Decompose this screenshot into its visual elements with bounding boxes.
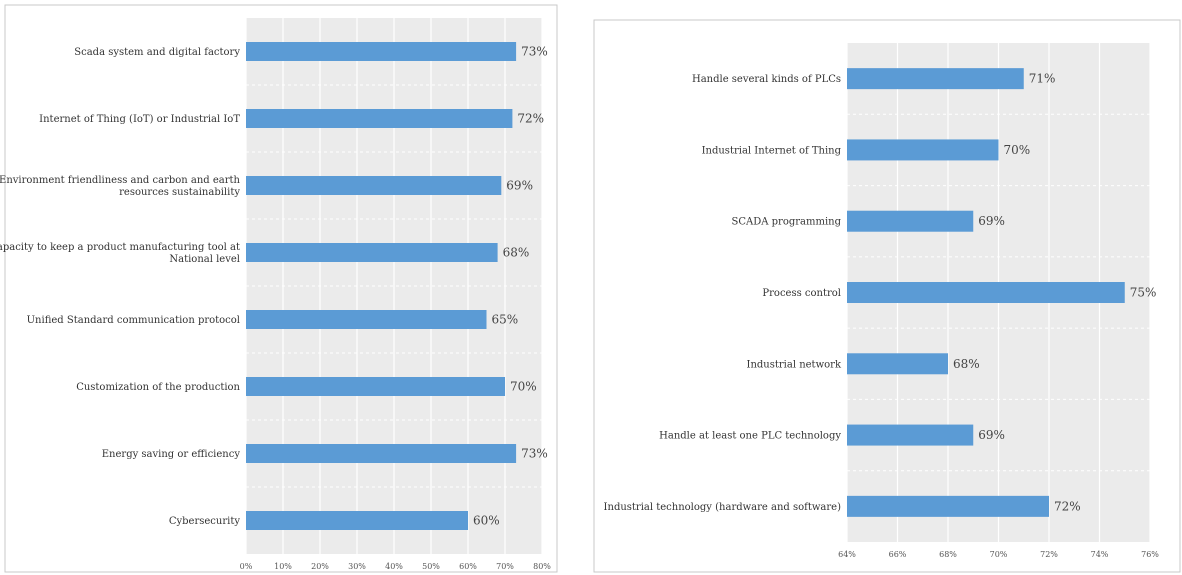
chart2-category-label: Handle at least one PLC technology	[659, 431, 841, 442]
chart2-bar	[847, 353, 948, 375]
chart2-frame	[593, 19, 1181, 573]
chart2-x-tick-label: 70%	[990, 550, 1008, 559]
chart2-x-tick-label: 76%	[1141, 550, 1159, 559]
chart2-category-label: Industrial technology (hardware and soft…	[604, 502, 842, 513]
chart1-bar	[246, 444, 517, 463]
chart1-x-tick-label: 0%	[240, 562, 253, 571]
chart2-x-tick-label: 66%	[889, 550, 907, 559]
chart1-x-tick-label: 40%	[385, 562, 403, 571]
chart1-x-tick-label: 10%	[274, 562, 292, 571]
chart1-category-label: Scada system and digital factory	[74, 47, 240, 58]
chart2-x-tick-label: 64%	[838, 550, 856, 559]
chart2-value-label: 69%	[978, 214, 1005, 228]
chart2-category-label: Process control	[762, 288, 841, 299]
chart1-bar	[246, 176, 502, 195]
chart2-x-tick-label: 68%	[939, 550, 957, 559]
chart1-value-label: 73%	[521, 45, 548, 59]
chart2-bar	[847, 424, 974, 446]
chart1-bar	[246, 109, 513, 128]
chart2-category-label: Handle several kinds of PLCs	[692, 74, 841, 85]
chart1-x-tick-label: 50%	[422, 562, 440, 571]
chart1-bar	[246, 310, 487, 329]
chart1-value-label: 68%	[503, 246, 530, 260]
chart2-value-label: 75%	[1130, 286, 1157, 300]
chart1-bar	[246, 511, 468, 530]
bar-chart-left: 0% 10% 20% 30% 40% 50% 60% 70% 80% 73% Scada syste…	[0, 4, 558, 573]
chart2-value-label: 72%	[1054, 499, 1081, 513]
chart2-value-label: 70%	[1004, 143, 1031, 157]
chart1-x-tick-label: 20%	[311, 562, 329, 571]
chart2-category-label: Industrial Internet of Thing	[702, 145, 842, 156]
chart2-bar	[847, 139, 999, 161]
chart2-bar	[847, 495, 1049, 517]
chart1-x-tick-label: 60%	[459, 562, 477, 571]
chart1-value-label: 65%	[492, 313, 519, 327]
bar-chart-right: 64% 66% 68% 70% 72% 74% 76% 71% Handle several k…	[593, 19, 1181, 573]
chart1-category-label: Unified Standard communication protocol	[27, 315, 240, 326]
chart2-category-label: SCADA programming	[732, 217, 842, 228]
chart1-bar	[246, 243, 498, 262]
chart1-value-label: 72%	[517, 112, 544, 126]
chart1-category-label: Capacity to keep a product manufacturing…	[0, 242, 240, 265]
chart1-value-label: 60%	[473, 514, 500, 528]
chart1-x-tick-label: 30%	[348, 562, 366, 571]
chart2-x-tick-label: 74%	[1091, 550, 1109, 559]
chart1-value-label: 69%	[506, 179, 533, 193]
chart2-bar	[847, 282, 1125, 303]
chart1-value-label: 70%	[510, 380, 537, 394]
chart2-x-tick-label: 72%	[1040, 550, 1058, 559]
chart-panel-right: 64% 66% 68% 70% 72% 74% 76% 71% Handle several k…	[592, 0, 1182, 575]
chart2-category-label: Industrial network	[747, 359, 842, 370]
chart1-x-tick-label: 80%	[533, 562, 551, 571]
chart1-category-label: Customization of the production	[76, 382, 240, 393]
chart2-value-label: 71%	[1029, 72, 1056, 86]
chart1-category-label: Energy saving or efficiency	[102, 449, 241, 460]
chart1-bar	[246, 377, 505, 396]
chart-panel-left: 0% 10% 20% 30% 40% 50% 60% 70% 80% 73% Scada syste…	[0, 0, 562, 575]
chart1-value-label: 73%	[521, 447, 548, 461]
chart1-category-label: Environment friendliness and carbon and …	[0, 175, 241, 198]
chart1-bar	[246, 42, 517, 61]
chart1-x-tick-label: 70%	[496, 562, 514, 571]
chart2-value-label: 68%	[953, 357, 980, 371]
chart1-category-label: Cybersecurity	[169, 516, 240, 527]
chart1-frame	[4, 4, 558, 573]
chart2-bar	[847, 210, 974, 232]
chart2-value-label: 69%	[978, 428, 1005, 442]
chart1-category-label: Internet of Thing (IoT) or Industrial Io…	[39, 114, 240, 125]
chart2-bar	[847, 68, 1024, 90]
